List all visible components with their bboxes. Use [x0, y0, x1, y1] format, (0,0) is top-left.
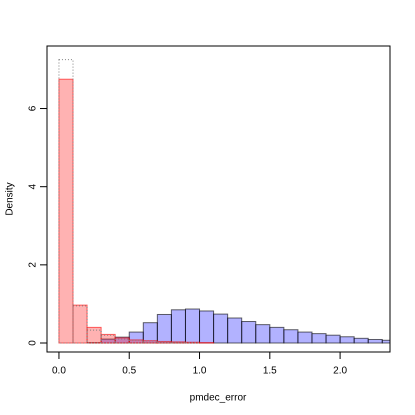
histogram-bar: [199, 310, 215, 344]
histogram-bar: [86, 329, 102, 344]
histogram-bar: [100, 334, 116, 344]
histogram-bar: [269, 326, 285, 344]
histogram-bar: [297, 331, 313, 344]
histogram-bar: [241, 321, 257, 344]
x-tick-label: 1.0: [193, 366, 207, 377]
histogram-bar: [255, 324, 271, 344]
histogram-bar: [227, 317, 243, 344]
histogram-bar: [283, 329, 299, 344]
histogram-bar: [170, 309, 186, 344]
y-tick-label: 2: [28, 262, 39, 268]
histogram-bar: [114, 338, 130, 344]
plot-box: [46, 45, 391, 353]
x-axis-label: pmdec_error: [190, 393, 247, 404]
x-tick-label: 1.5: [263, 366, 277, 377]
histogram-bar: [339, 336, 355, 344]
y-tick-label: 6: [28, 105, 39, 111]
histogram-bar: [170, 341, 186, 344]
histogram-bar: [72, 304, 88, 344]
y-axis-label: Density: [5, 182, 16, 215]
histogram-bar: [58, 78, 74, 344]
y-tick-label: 4: [28, 183, 39, 189]
histogram-bar: [353, 337, 369, 344]
plot-area: [58, 59, 390, 344]
y-tick-label: 0: [28, 340, 39, 346]
histogram-bar: [367, 338, 383, 344]
histogram-bar: [325, 334, 341, 344]
x-tick-label: 0.0: [52, 366, 66, 377]
histogram-bar: [311, 333, 327, 344]
x-tick-label: 0.5: [122, 366, 136, 377]
histogram-bar: [156, 313, 172, 344]
histogram-bar: [381, 339, 390, 344]
histogram-bar: [128, 339, 144, 344]
x-tick-label: 2.0: [333, 366, 347, 377]
histogram-bar: [100, 333, 116, 344]
histogram-bar: [58, 59, 74, 344]
histogram-bar: [184, 308, 201, 344]
histogram-bar: [213, 313, 229, 344]
histogram-bar: [114, 337, 130, 344]
histogram-bar: [142, 322, 158, 344]
histogram-bar: [86, 326, 102, 344]
